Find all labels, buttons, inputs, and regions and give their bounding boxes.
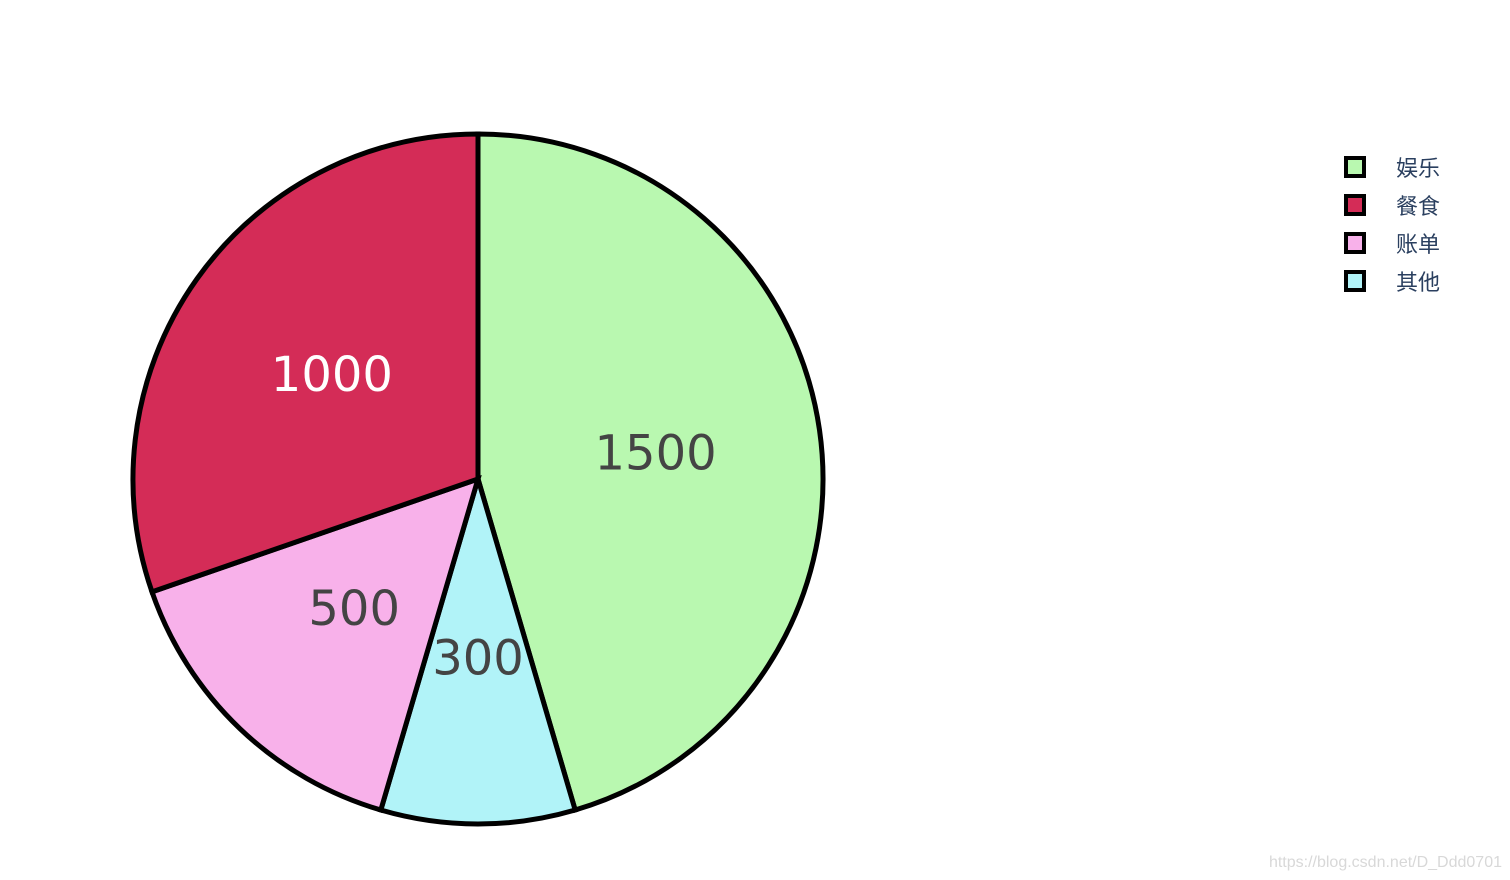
legend-swatch [1344, 232, 1366, 254]
pie-slice-1[interactable] [377, 470, 579, 827]
pie-slice-value-label: 300 [432, 630, 524, 686]
legend-swatch [1344, 194, 1366, 216]
pie-slice-0[interactable] [475, 131, 826, 814]
legend-label: 其他 [1396, 271, 1441, 296]
pie-slice-value-label: 1500 [594, 425, 716, 481]
legend-item[interactable]: 账单 [1344, 224, 1440, 262]
watermark: https://blog.csdn.net/D_Ddd0701 [1268, 854, 1502, 871]
legend-item[interactable]: 餐食 [1344, 186, 1440, 224]
legend-label: 餐食 [1396, 195, 1441, 220]
legend-swatch [1344, 156, 1366, 178]
chart-legend: 娱乐 餐食 账单 其他 [1344, 148, 1440, 300]
legend-item[interactable]: 其他 [1344, 262, 1440, 300]
legend-label: 娱乐 [1396, 157, 1441, 182]
pie-slice-2[interactable] [148, 475, 482, 814]
legend-label: 账单 [1396, 233, 1441, 258]
legend-swatch [1344, 270, 1366, 292]
pie-slice-3[interactable] [130, 131, 481, 596]
pie-slice-value-label: 500 [308, 581, 400, 637]
legend-item[interactable]: 娱乐 [1344, 148, 1440, 186]
pie-slice-value-label: 1000 [271, 347, 393, 403]
